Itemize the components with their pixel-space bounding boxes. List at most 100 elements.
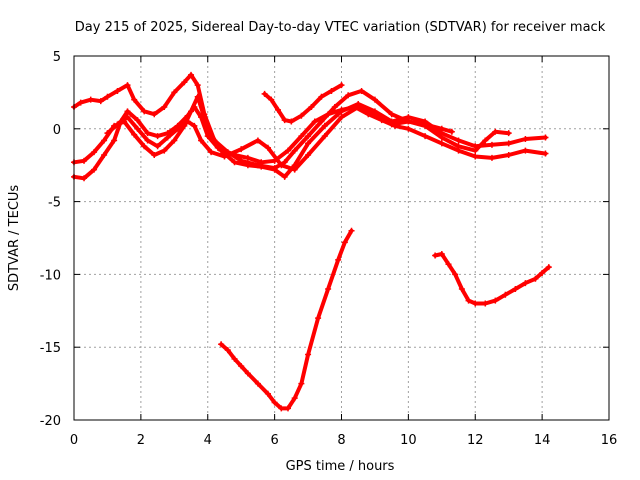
data-point-s3 [101,137,108,144]
data-point-s6 [264,390,271,397]
data-point-s3 [151,152,158,159]
data-point-s7 [512,285,519,292]
data-point-s7 [492,297,499,304]
data-point-s3 [522,135,529,142]
data-point-s4 [238,146,245,153]
data-point-s1 [181,79,188,86]
data-point-s3 [91,149,98,156]
data-point-s7 [522,280,529,287]
data-point-s4 [134,125,141,132]
data-point-s3 [258,163,265,170]
data-point-s2 [111,137,118,144]
data-point-s2 [81,175,88,182]
series-line-s6 [219,228,354,411]
data-point-s2 [124,108,131,115]
data-point-s1 [388,111,395,118]
data-point-s6 [254,380,261,387]
data-point-s6 [341,239,348,246]
x-tick-label: 16 [601,433,618,448]
x-axis-label: GPS time / hours [286,459,395,474]
data-point-s1 [104,93,111,100]
data-point-s4 [438,134,445,141]
series-line-s5 [262,83,344,124]
data-point-s4 [455,143,462,150]
data-point-s2 [144,130,151,137]
data-point-s7 [502,291,509,298]
data-point-s6 [335,256,342,263]
data-point-s3 [194,93,201,100]
data-point-s1 [371,96,378,103]
axis-ticks: 0 2 4 6 8 10 12 14 16 -20 -15 -10 -5 0 5 [40,50,618,448]
data-point-s1 [448,128,455,135]
data-point-s4 [291,166,298,173]
data-point-s3 [338,108,345,115]
data-point-s6 [224,347,231,354]
data-point-s6 [325,285,332,292]
data-point-s7 [465,297,472,304]
data-point-s2 [438,140,445,147]
data-point-s4 [221,153,228,160]
data-point-s3 [81,157,88,164]
data-point-s4 [208,149,215,156]
data-point-s7 [545,264,552,271]
data-point-s2 [405,125,412,132]
data-point-s6 [298,380,305,387]
data-point-s5 [328,87,335,94]
y-tick-label: 0 [53,123,61,138]
data-point-s3 [141,143,148,150]
data-point-s3 [281,173,288,180]
y-tick-label: -20 [40,414,61,429]
data-point-s3 [505,140,512,147]
data-point-s6 [271,399,278,406]
data-point-s7 [432,252,439,259]
data-point-s1 [114,87,121,94]
data-point-s6 [218,341,225,348]
data-point-s1 [161,103,168,110]
data-point-s4 [482,137,489,144]
data-point-s1 [87,96,94,103]
data-point-s4 [198,137,205,144]
data-point-s1 [358,87,365,94]
data-point-s3 [305,140,312,147]
data-point-s5 [281,117,288,124]
x-tick-label: 8 [337,433,345,448]
data-point-s4 [321,133,328,140]
data-point-s2 [101,152,108,159]
data-point-s4 [114,121,121,128]
data-point-s6 [348,227,355,234]
data-point-s3 [161,147,168,154]
data-point-s1 [141,108,148,115]
data-point-s5 [261,90,268,97]
x-tick-label: 6 [270,433,278,448]
data-point-s3 [188,108,195,115]
data-point-s3 [244,162,251,169]
data-point-s4 [371,111,378,118]
data-point-s2 [154,133,161,140]
data-point-s2 [422,133,429,140]
data-point-s7 [458,285,465,292]
data-point-s1 [124,82,131,89]
data-point-s1 [291,147,298,154]
y-tick-label: -5 [48,196,61,211]
data-point-s7 [445,261,452,268]
data-point-s6 [244,370,251,377]
x-tick-label: 2 [137,433,145,448]
data-point-s6 [291,395,298,402]
data-point-s4 [174,125,181,132]
data-point-s4 [305,152,312,159]
data-point-s6 [305,351,312,358]
data-point-s4 [154,143,161,150]
y-tick-label: -15 [40,341,61,356]
data-point-s2 [472,153,479,160]
data-point-s1 [171,89,178,96]
data-point-s4 [472,147,479,154]
data-point-s6 [231,355,238,362]
data-point-s5 [298,112,305,119]
data-point-s1 [331,103,338,110]
data-point-s6 [315,315,322,322]
data-point-s3 [321,122,328,129]
data-point-s4 [124,114,131,121]
data-point-s4 [144,137,151,144]
data-point-s5 [318,93,325,100]
data-point-s4 [278,162,285,169]
